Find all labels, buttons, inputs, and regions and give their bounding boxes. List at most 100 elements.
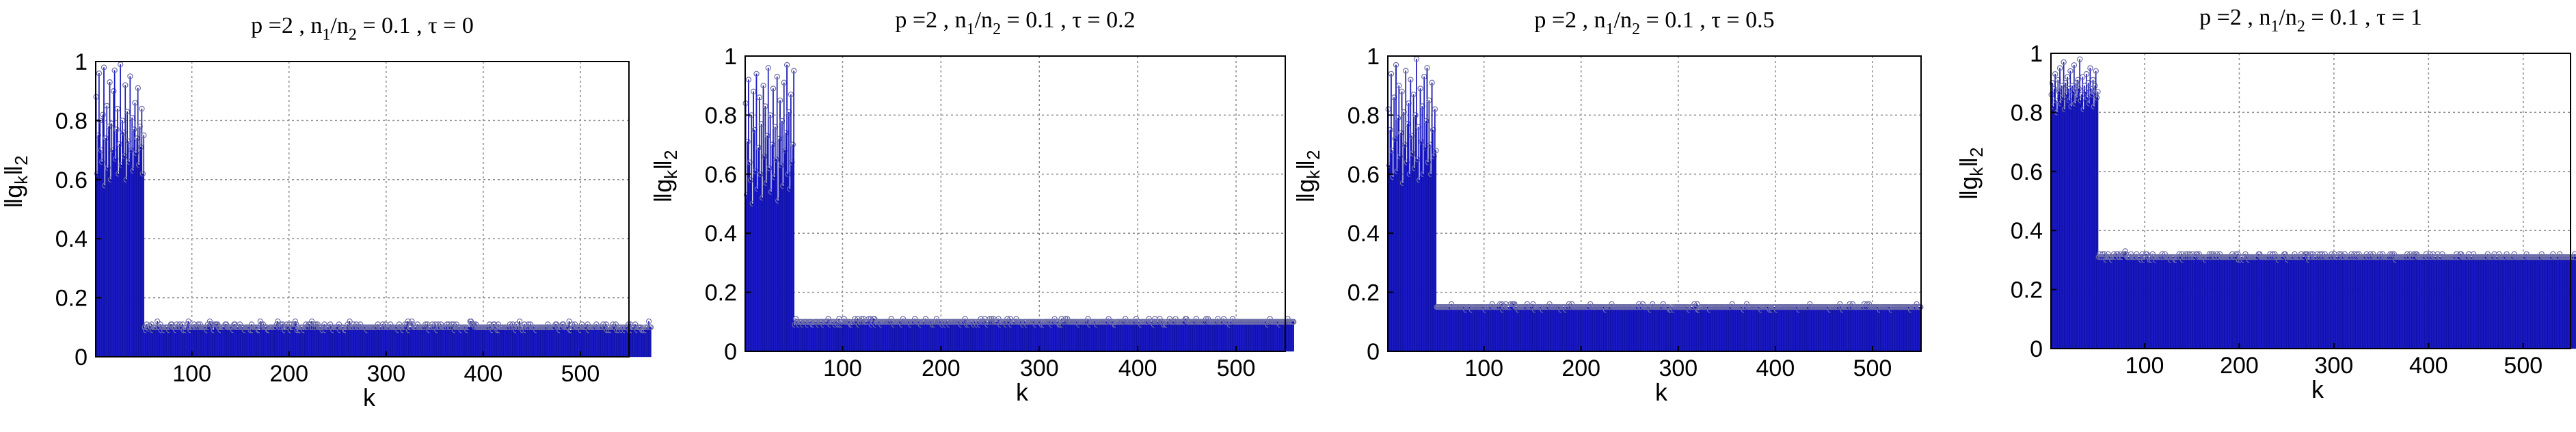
- bar: [120, 164, 122, 357]
- bar: [155, 327, 157, 357]
- bar: [2530, 256, 2532, 349]
- bar-marker: [321, 321, 327, 327]
- bar: [167, 327, 169, 357]
- bar: [1559, 307, 1561, 352]
- bar: [1918, 307, 1920, 352]
- bar: [1648, 307, 1650, 352]
- bar-marker: [1587, 301, 1594, 308]
- bar: [591, 327, 593, 357]
- bar: [1028, 321, 1030, 352]
- bar: [1716, 307, 1717, 352]
- bar: [2091, 94, 2093, 349]
- bar: [369, 327, 371, 357]
- bar-marker: [2229, 251, 2236, 257]
- bar: [479, 327, 481, 357]
- x-tick-label: 300: [2315, 353, 2354, 379]
- y-axis-label: ‖gk‖2: [1955, 147, 1987, 200]
- bar: [2562, 256, 2563, 349]
- bar: [2310, 254, 2311, 349]
- bar: [797, 321, 799, 352]
- bar: [243, 327, 245, 357]
- bar: [515, 329, 517, 357]
- bar: [237, 327, 239, 357]
- bar-marker: [1291, 319, 1297, 325]
- bar: [327, 327, 329, 357]
- bar-marker: [2071, 62, 2078, 68]
- bar: [2170, 260, 2171, 349]
- bar: [2387, 256, 2389, 349]
- bar: [1216, 321, 1218, 352]
- bar: [2193, 256, 2195, 349]
- bar: [1507, 307, 1510, 352]
- bar: [1657, 307, 1659, 352]
- bar: [922, 321, 924, 352]
- y-tick-label: 0: [2030, 336, 2043, 362]
- bar: [2205, 260, 2207, 349]
- bar: [2208, 256, 2210, 349]
- bar: [1583, 307, 1585, 352]
- bar: [2238, 260, 2240, 349]
- bar-marker: [1388, 70, 1395, 77]
- bar: [110, 179, 111, 357]
- bar: [1656, 307, 1659, 352]
- bar: [1795, 307, 1797, 352]
- bar: [1762, 307, 1764, 352]
- bar: [983, 321, 984, 352]
- bar: [2301, 256, 2303, 349]
- bar: [775, 159, 777, 352]
- bar-marker: [422, 321, 429, 327]
- bar: [379, 327, 381, 357]
- bar: [2560, 256, 2562, 349]
- bar: [414, 327, 416, 357]
- bar: [1233, 321, 1235, 352]
- bar-marker: [2051, 85, 2058, 92]
- bar: [384, 327, 386, 357]
- bar: [2259, 256, 2262, 349]
- bar: [2421, 256, 2424, 349]
- bar: [1025, 321, 1027, 352]
- bar: [2067, 88, 2069, 349]
- bar: [1230, 321, 1231, 352]
- bar: [2325, 256, 2326, 349]
- bar: [1575, 307, 1577, 352]
- bar-marker: [2496, 251, 2502, 257]
- bar: [2365, 256, 2367, 349]
- bar: [1428, 100, 1430, 352]
- bar: [1412, 94, 1414, 352]
- bar: [2505, 256, 2506, 349]
- bar: [927, 321, 928, 352]
- bar: [1048, 321, 1049, 352]
- bar-marker: [133, 150, 139, 157]
- bar: [1473, 307, 1475, 352]
- bar: [314, 327, 316, 357]
- bar: [806, 321, 807, 352]
- bar: [2071, 85, 2073, 349]
- bar: [588, 329, 589, 357]
- bar: [403, 327, 405, 357]
- bar-marker: [2257, 251, 2263, 257]
- bar: [2329, 256, 2331, 349]
- bar: [2490, 256, 2491, 349]
- bar: [1514, 307, 1516, 352]
- bar-marker: [647, 324, 654, 330]
- bar: [2551, 256, 2553, 349]
- bar: [2476, 256, 2477, 349]
- bar: [252, 329, 254, 357]
- bar: [422, 327, 425, 357]
- bar: [1073, 321, 1075, 352]
- bar: [269, 327, 271, 357]
- bar: [570, 329, 572, 357]
- bar: [924, 321, 926, 352]
- bar: [1409, 174, 1410, 352]
- bar: [304, 327, 306, 357]
- bar: [625, 327, 626, 357]
- bar: [2469, 256, 2471, 349]
- bar: [1909, 307, 1911, 352]
- bar-marker: [1133, 316, 1140, 322]
- bar: [105, 138, 107, 357]
- bar-marker: [933, 316, 940, 322]
- bar: [498, 329, 500, 357]
- bar: [1125, 321, 1127, 352]
- bar-marker: [1412, 112, 1419, 118]
- bar: [2162, 256, 2164, 349]
